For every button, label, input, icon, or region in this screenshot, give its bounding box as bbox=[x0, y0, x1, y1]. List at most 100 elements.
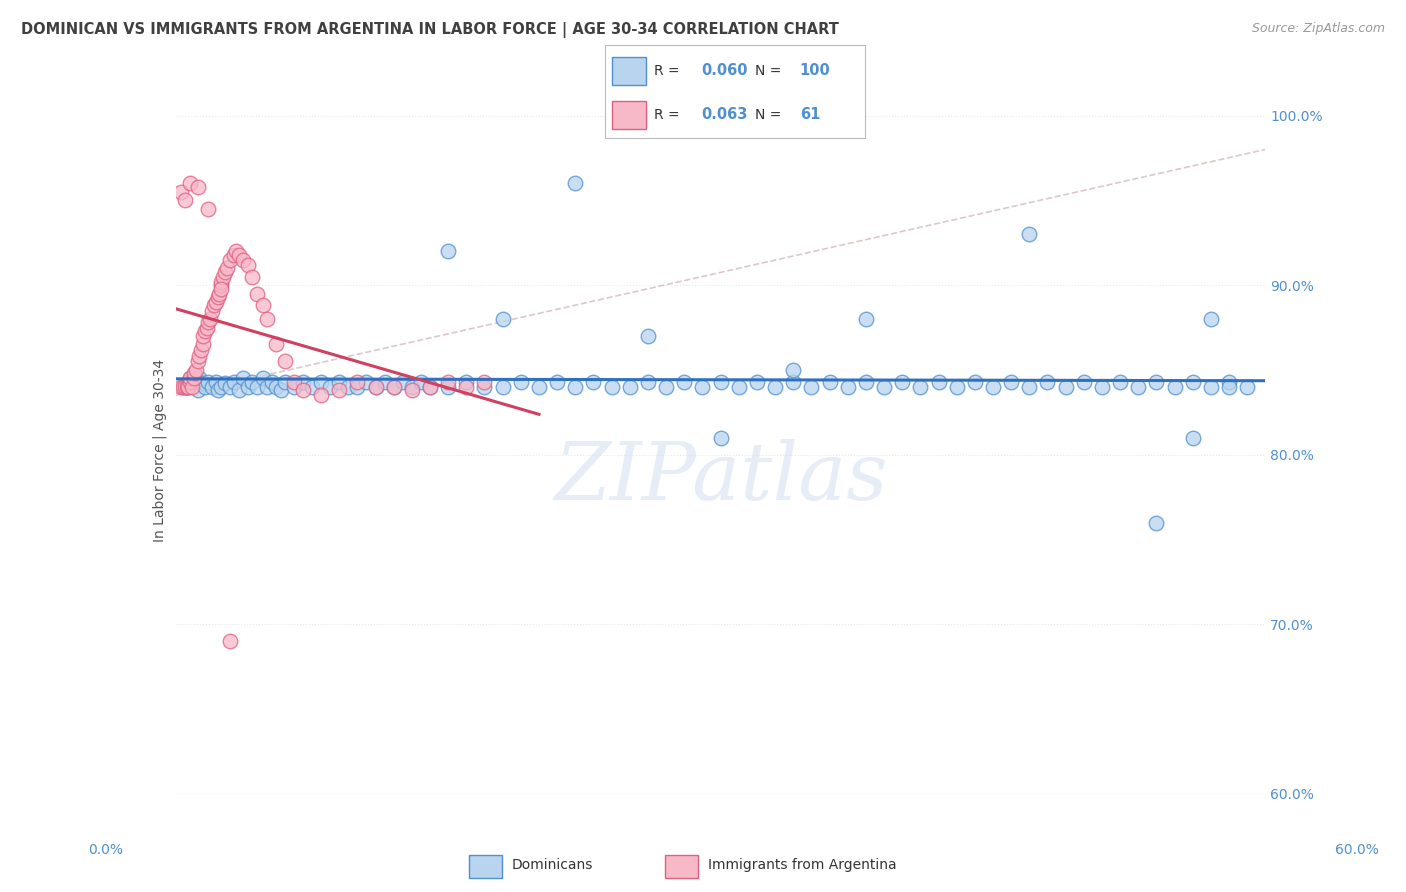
Point bbox=[179, 375, 201, 389]
FancyBboxPatch shape bbox=[613, 101, 647, 129]
Point bbox=[260, 375, 283, 389]
Point bbox=[1199, 312, 1222, 326]
Text: Dominicans: Dominicans bbox=[512, 858, 593, 872]
Point bbox=[183, 371, 205, 385]
Point bbox=[891, 375, 914, 389]
Point bbox=[364, 380, 387, 394]
Point bbox=[346, 375, 368, 389]
Point bbox=[619, 380, 641, 394]
Point bbox=[1073, 375, 1095, 389]
Text: N =: N = bbox=[755, 64, 786, 78]
Text: 0.0%: 0.0% bbox=[89, 843, 122, 857]
Point bbox=[1181, 375, 1204, 389]
Point bbox=[873, 380, 896, 394]
Point bbox=[1109, 375, 1132, 389]
Point bbox=[745, 375, 768, 389]
Text: DOMINICAN VS IMMIGRANTS FROM ARGENTINA IN LABOR FORCE | AGE 30-34 CORRELATION CH: DOMINICAN VS IMMIGRANTS FROM ARGENTINA I… bbox=[21, 22, 839, 38]
Point bbox=[214, 376, 236, 391]
Point bbox=[209, 281, 232, 295]
Point bbox=[209, 275, 232, 289]
Point bbox=[492, 312, 515, 326]
Point bbox=[208, 286, 231, 301]
Point bbox=[356, 375, 378, 389]
Point bbox=[328, 384, 350, 398]
FancyBboxPatch shape bbox=[665, 855, 699, 878]
Point bbox=[222, 247, 245, 261]
Point bbox=[727, 380, 749, 394]
Text: R =: R = bbox=[654, 108, 683, 122]
Point bbox=[437, 375, 460, 389]
Point bbox=[546, 375, 568, 389]
Point bbox=[172, 380, 194, 394]
Point bbox=[188, 371, 211, 385]
Point bbox=[194, 380, 217, 394]
Point bbox=[197, 315, 219, 329]
Point bbox=[183, 376, 205, 391]
Point bbox=[401, 384, 423, 398]
Point bbox=[291, 375, 314, 389]
Point bbox=[419, 380, 441, 394]
Point bbox=[225, 244, 247, 259]
Point bbox=[200, 312, 222, 326]
Point bbox=[173, 380, 195, 394]
Point bbox=[207, 290, 229, 304]
Point bbox=[264, 380, 287, 394]
Point bbox=[1054, 380, 1077, 394]
Point bbox=[214, 264, 236, 278]
Point bbox=[228, 384, 250, 398]
Point bbox=[201, 380, 224, 394]
Point bbox=[240, 269, 263, 284]
Point bbox=[176, 380, 198, 394]
Point bbox=[238, 258, 260, 272]
Point bbox=[419, 380, 441, 394]
Point bbox=[1236, 380, 1258, 394]
Point bbox=[564, 380, 586, 394]
Point bbox=[564, 177, 586, 191]
Point bbox=[382, 380, 405, 394]
Point bbox=[1128, 380, 1150, 394]
Point bbox=[1199, 380, 1222, 394]
Point bbox=[910, 380, 932, 394]
Point bbox=[264, 337, 287, 351]
Point bbox=[219, 252, 242, 267]
Text: 0.063: 0.063 bbox=[700, 107, 747, 122]
Point bbox=[1163, 380, 1185, 394]
Point bbox=[209, 380, 232, 394]
Point bbox=[270, 384, 292, 398]
Point bbox=[1146, 375, 1168, 389]
Text: R =: R = bbox=[654, 64, 683, 78]
Point bbox=[181, 380, 204, 394]
Point bbox=[474, 380, 496, 394]
Point bbox=[837, 380, 859, 394]
Point bbox=[1146, 516, 1168, 530]
Point bbox=[456, 375, 478, 389]
Point bbox=[291, 384, 314, 398]
Point bbox=[1018, 380, 1040, 394]
Point bbox=[855, 312, 877, 326]
Point bbox=[492, 380, 515, 394]
Point bbox=[183, 366, 205, 380]
Point bbox=[179, 371, 201, 385]
Point bbox=[190, 343, 212, 357]
Point bbox=[179, 371, 201, 385]
Point bbox=[283, 375, 305, 389]
Point bbox=[283, 380, 305, 394]
Point bbox=[637, 329, 659, 343]
Point bbox=[240, 375, 263, 389]
Point bbox=[186, 354, 209, 368]
Point bbox=[191, 376, 214, 391]
Point bbox=[274, 375, 297, 389]
Point bbox=[256, 312, 278, 326]
Text: N =: N = bbox=[755, 108, 786, 122]
Point bbox=[184, 363, 207, 377]
Point bbox=[527, 380, 550, 394]
Point bbox=[582, 375, 605, 389]
Point bbox=[191, 329, 214, 343]
Point bbox=[763, 380, 786, 394]
Point bbox=[191, 337, 214, 351]
Point bbox=[202, 298, 225, 312]
Point bbox=[309, 375, 332, 389]
Point bbox=[219, 380, 242, 394]
Point bbox=[364, 380, 387, 394]
Point bbox=[170, 380, 193, 394]
